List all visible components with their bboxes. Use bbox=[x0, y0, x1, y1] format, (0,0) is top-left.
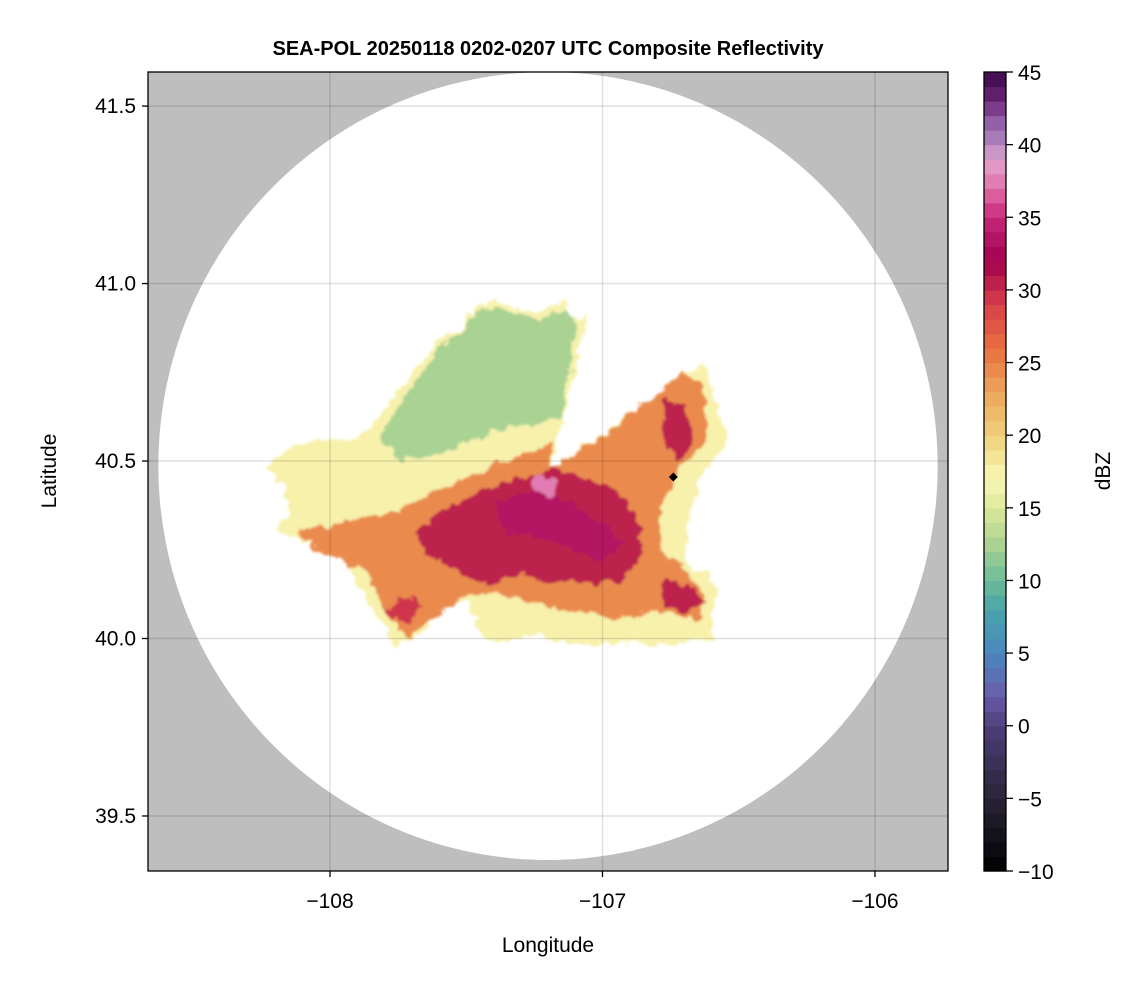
colorbar-tick-label: 30 bbox=[1018, 280, 1041, 303]
colorbar-bin bbox=[984, 551, 1006, 567]
colorbar-bin bbox=[984, 740, 1006, 756]
colorbar-frame bbox=[983, 71, 1007, 872]
y-tick-label: 40.5 bbox=[95, 450, 136, 473]
x-axis-label: Longitude bbox=[502, 934, 594, 957]
echo-region bbox=[662, 578, 706, 614]
echo-region bbox=[379, 308, 576, 461]
colorbar-bin bbox=[984, 275, 1006, 291]
colorbar-bin bbox=[984, 711, 1006, 727]
colorbar-label: dBZ bbox=[1092, 452, 1115, 491]
x-tick-label: −108 bbox=[306, 890, 353, 913]
colorbar-bin bbox=[984, 202, 1006, 218]
colorbar-tick-label: 10 bbox=[1018, 570, 1041, 593]
gridlines bbox=[148, 72, 948, 871]
echo-region bbox=[531, 475, 559, 497]
colorbar-bin bbox=[984, 86, 1006, 102]
y-tick-label: 39.5 bbox=[95, 805, 136, 828]
colorbar-tick-label: 5 bbox=[1018, 643, 1030, 666]
colorbar-bin bbox=[984, 246, 1006, 262]
colorbar-bin bbox=[984, 478, 1006, 494]
colorbar-bin bbox=[984, 130, 1006, 146]
colorbar-bin bbox=[984, 667, 1006, 683]
chart-title: SEA-POL 20250118 0202-0207 UTC Composite… bbox=[273, 38, 825, 60]
colorbar-bin bbox=[984, 420, 1006, 436]
colorbar-bin bbox=[984, 696, 1006, 712]
x-tick-label: −106 bbox=[851, 890, 898, 913]
y-axis-label: Latitude bbox=[38, 434, 61, 509]
colorbar-bin bbox=[984, 333, 1006, 349]
x-tick-label: −107 bbox=[579, 890, 626, 913]
colorbar-tick-label: 45 bbox=[1018, 62, 1041, 85]
colorbar-bin bbox=[984, 638, 1006, 654]
colorbar-tick-label: 0 bbox=[1018, 716, 1030, 739]
plot-frame bbox=[147, 71, 949, 872]
colorbar-bin bbox=[984, 812, 1006, 829]
colorbar-bin bbox=[984, 856, 1006, 872]
colorbar-bin bbox=[984, 289, 1006, 306]
colorbar-bin bbox=[984, 798, 1006, 814]
colorbar-bin bbox=[984, 682, 1006, 698]
colorbar-tick-label: 15 bbox=[1018, 498, 1041, 521]
colorbar-bin bbox=[984, 377, 1006, 393]
colorbar-bin bbox=[984, 144, 1006, 160]
colorbar-tick-label: −5 bbox=[1018, 788, 1042, 811]
colorbar-tick-label: 25 bbox=[1018, 353, 1041, 376]
colorbar-bin bbox=[984, 827, 1006, 843]
colorbar-bin bbox=[984, 217, 1006, 233]
plot-area bbox=[148, 72, 948, 871]
reflectivity-echo bbox=[267, 297, 728, 646]
colorbar-bin bbox=[984, 406, 1006, 422]
colorbar-tick-label: −10 bbox=[1018, 861, 1054, 884]
colorbar-bin bbox=[984, 260, 1006, 276]
colorbar-bin bbox=[984, 435, 1006, 451]
colorbar-bin bbox=[984, 754, 1006, 770]
colorbar-bin bbox=[984, 464, 1006, 480]
colorbar-bin bbox=[984, 609, 1006, 625]
colorbar-bin bbox=[984, 725, 1006, 741]
colorbar-bin bbox=[984, 318, 1006, 335]
echo-region bbox=[662, 397, 696, 461]
radar-location-marker bbox=[668, 472, 678, 482]
colorbar-bin bbox=[984, 304, 1006, 320]
colorbar-bin bbox=[984, 391, 1006, 407]
y-tick-label: 41.5 bbox=[95, 95, 136, 118]
colorbar-bin bbox=[984, 594, 1006, 611]
colorbar-bin bbox=[984, 362, 1006, 378]
colorbar-bin bbox=[984, 536, 1006, 552]
colorbar-bin bbox=[984, 159, 1006, 175]
echo-region bbox=[384, 595, 423, 625]
colorbar-bin bbox=[984, 348, 1006, 364]
colorbar-bin bbox=[984, 769, 1006, 785]
colorbar: −10 −5 0 5 10 15 20 25 30 35 40 45 bbox=[983, 62, 1054, 884]
colorbar-bin bbox=[984, 101, 1006, 117]
colorbar-bin bbox=[984, 507, 1006, 523]
colorbar-bin bbox=[984, 653, 1006, 669]
colorbar-bin bbox=[984, 188, 1006, 204]
y-axis: 39.5 40.0 40.5 41.0 41.5 bbox=[95, 95, 148, 828]
colorbar-tick-label: 20 bbox=[1018, 425, 1041, 448]
colorbar-bin bbox=[984, 565, 1006, 582]
x-axis: −108 −107 −106 bbox=[306, 871, 899, 913]
colorbar-bin bbox=[984, 624, 1006, 640]
colorbar-bin bbox=[984, 493, 1006, 509]
y-tick-label: 41.0 bbox=[95, 273, 136, 296]
colorbar-bin bbox=[984, 841, 1006, 858]
colorbar-bin bbox=[984, 72, 1006, 88]
y-tick-label: 40.0 bbox=[95, 628, 136, 651]
colorbar-tick-label: 40 bbox=[1018, 135, 1041, 158]
colorbar-bin bbox=[984, 231, 1006, 247]
colorbar-bin bbox=[984, 115, 1006, 131]
colorbar-tick-label: 35 bbox=[1018, 207, 1041, 230]
echo-region bbox=[493, 489, 625, 561]
colorbar-bin bbox=[984, 449, 1006, 465]
colorbar-bin bbox=[984, 783, 1006, 799]
colorbar-bin bbox=[984, 580, 1006, 596]
colorbar-bin bbox=[984, 173, 1006, 189]
colorbar-bin bbox=[984, 522, 1006, 538]
